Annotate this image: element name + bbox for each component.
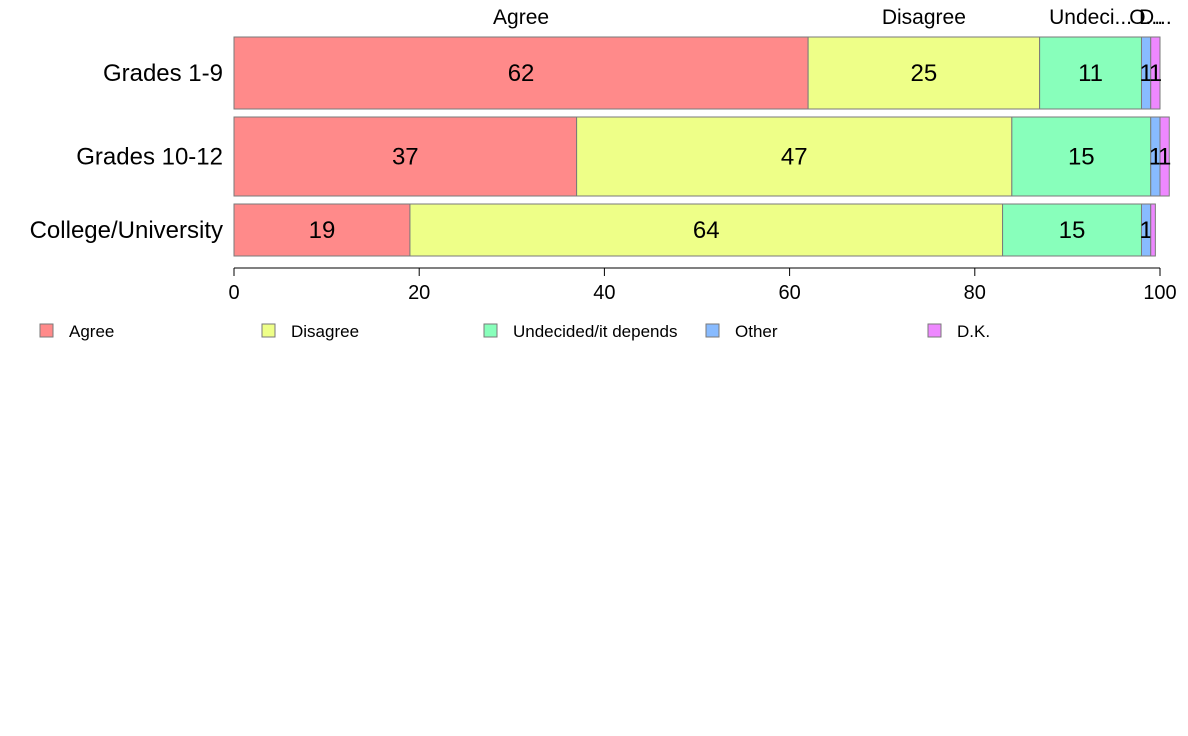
legend: Agree Disagree Undecided/it depends Other D.…: [39, 322, 990, 341]
bar-value-label: 1: [1139, 217, 1152, 244]
legend-label: Undecided/it depends: [513, 322, 677, 341]
top-series-label: Disagree: [882, 6, 966, 29]
x-tick-label: 0: [228, 282, 239, 304]
legend-swatch: [927, 323, 942, 338]
top-series-label: O...: [1129, 6, 1163, 29]
bar-value-label: 1: [1149, 144, 1162, 171]
top-series-label: Agree: [493, 6, 549, 29]
bar-segment: [233, 203, 411, 257]
x-tick-label: 60: [778, 282, 800, 304]
bar-segment: [576, 116, 1013, 197]
x-tick-label: 40: [593, 282, 615, 304]
legend-swatch: [261, 323, 276, 338]
x-axis: 0 20 40 60 80 100: [228, 267, 1177, 304]
bar-segment: [807, 36, 1041, 110]
bar-segment: [409, 203, 1004, 257]
category-labels: Grades 1-9 Grades 10-12 College/University: [30, 60, 223, 244]
bar-segment: [1002, 203, 1142, 257]
bar-value-label: 19: [309, 217, 336, 244]
bar-value-label: 47: [781, 144, 808, 171]
bar-value-label: 1: [1149, 60, 1162, 87]
legend-label: Agree: [69, 322, 114, 341]
bar-value-label: 37: [392, 144, 419, 171]
legend-swatch: [483, 323, 498, 338]
category-label: Grades 10-12: [76, 144, 223, 171]
bar-segment: [1159, 116, 1170, 197]
legend-label: Disagree: [291, 322, 359, 341]
legend-swatch: [705, 323, 720, 338]
x-tick-label: 100: [1143, 282, 1176, 304]
legend-label: Other: [735, 322, 778, 341]
bar-value-label: 25: [911, 60, 938, 87]
legend-label: D.K.: [957, 322, 990, 341]
top-series-label: Undeci...: [1049, 6, 1132, 29]
top-series-label: D...: [1139, 6, 1172, 29]
legend-swatch: [39, 323, 54, 338]
bar-value-label: 11: [1078, 60, 1103, 87]
bar-value-label: 1: [1139, 60, 1152, 87]
x-tick-label: 20: [408, 282, 430, 304]
top-category-labels: Agree Disagree Undeci...O...D...: [493, 6, 1172, 29]
bar-value-label: 64: [693, 217, 720, 244]
bar-segment: [233, 116, 578, 197]
bar-segment: [1150, 203, 1156, 257]
bar-segment: [1150, 36, 1161, 110]
bar-value-label: 1: [1158, 144, 1171, 171]
bar-value-label: 15: [1068, 144, 1095, 171]
bar-segment: [1011, 116, 1152, 197]
bar-value-label: 62: [508, 60, 535, 87]
category-label: College/University: [30, 217, 223, 244]
bar-value-label: 15: [1059, 217, 1086, 244]
x-tick-label: 80: [964, 282, 986, 304]
category-label: Grades 1-9: [103, 60, 223, 87]
